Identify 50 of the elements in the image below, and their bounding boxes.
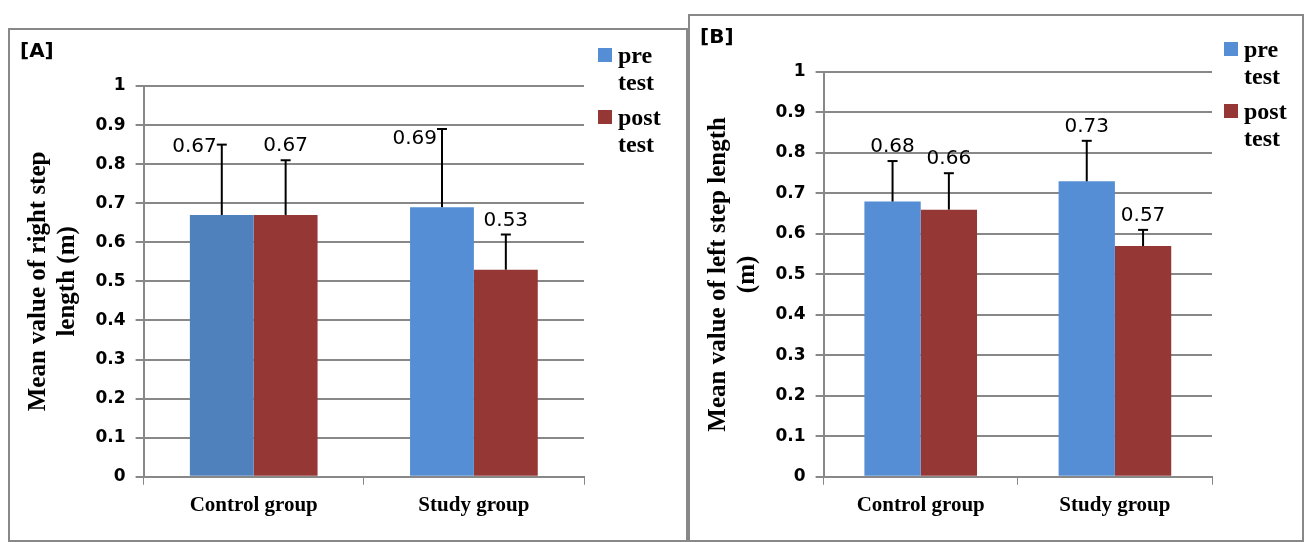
legend-label: post test <box>1244 98 1288 152</box>
legend-label: post test <box>618 104 662 158</box>
y-tick-label: 0.2 <box>775 384 806 405</box>
y-tick-label: 0.8 <box>95 152 126 173</box>
y-tick-label: 0 <box>113 465 126 486</box>
y-tick-label: 0.7 <box>95 191 126 212</box>
y-axis-title: Mean value of right step length (m) <box>22 151 80 412</box>
data-label: 0.69 <box>392 125 437 150</box>
y-tick-label: 0.9 <box>95 113 126 134</box>
y-tick-label: 0.2 <box>95 387 126 408</box>
x-tick-label: Control group <box>856 491 985 516</box>
y-tick-label: 0.6 <box>775 222 806 243</box>
data-label: 0.68 <box>870 133 915 158</box>
y-tick-label: 0 <box>793 465 806 486</box>
x-tick-label: Study group <box>1059 491 1171 516</box>
y-tick-label: 0.5 <box>775 262 806 283</box>
chart-title: [A] <box>20 38 54 63</box>
y-tick-label: 0.1 <box>95 426 126 447</box>
bar <box>1114 246 1172 476</box>
y-tick-label: 0.6 <box>95 230 126 251</box>
y-tick-label: 0.1 <box>775 424 806 445</box>
data-label: 0.53 <box>483 206 529 231</box>
bar <box>473 269 538 476</box>
legend-label: pre test <box>618 42 655 96</box>
y-tick-label: 0.3 <box>95 347 126 368</box>
data-label: 0.66 <box>926 145 972 170</box>
data-label: 0.67 <box>172 133 217 158</box>
y-tick-label: 1 <box>793 60 806 81</box>
chart-title: [B] <box>700 24 734 49</box>
y-tick-label: 0.3 <box>775 343 806 364</box>
y-tick-label: 0.4 <box>775 303 806 324</box>
legend-label: pre test <box>1244 36 1281 90</box>
y-tick-label: 0.9 <box>775 100 806 121</box>
y-tick-label: 0.7 <box>775 181 806 202</box>
data-label: 0.57 <box>1120 202 1166 227</box>
x-tick-label: Study group <box>418 491 530 516</box>
y-axis-title: Mean value of left step length (m) <box>702 117 760 432</box>
bar <box>410 207 474 476</box>
x-tick-label: Control group <box>189 491 318 516</box>
y-tick-label: 0.4 <box>95 308 126 329</box>
bar <box>253 214 318 476</box>
bar <box>920 209 978 476</box>
bar <box>1058 181 1115 476</box>
bar <box>189 214 254 476</box>
y-tick-label: 0.8 <box>775 141 806 162</box>
y-tick-label: 0.5 <box>95 269 126 290</box>
y-tick-label: 1 <box>113 74 126 95</box>
bar <box>864 201 921 476</box>
data-label: 0.73 <box>1064 113 1110 138</box>
data-label: 0.67 <box>263 132 308 157</box>
